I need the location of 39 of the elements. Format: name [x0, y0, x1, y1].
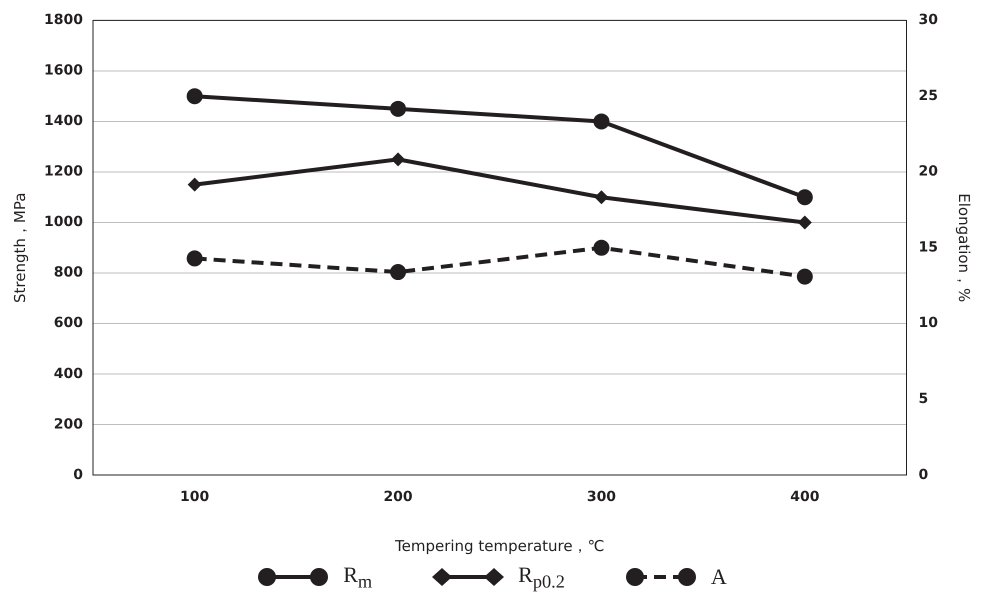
- y-tick-label: 600: [54, 315, 84, 332]
- point: [593, 113, 610, 130]
- legend-label: R$_{m}$: [343, 562, 372, 592]
- y-tick-label: 400: [54, 366, 84, 382]
- x-tick-label: 300: [586, 489, 616, 506]
- point: [186, 88, 203, 104]
- point: [798, 216, 812, 230]
- x-tick-label: 100: [180, 489, 210, 506]
- y-tick-label: 1800: [44, 12, 84, 28]
- y2-tick-label: 15: [918, 239, 938, 256]
- x-tick-label: 400: [790, 489, 820, 506]
- point: [594, 190, 608, 204]
- point: [188, 178, 202, 192]
- point: [796, 189, 813, 206]
- y2-tick-label: 5: [918, 391, 928, 408]
- point: [796, 268, 813, 285]
- y-tick-label: 1000: [44, 214, 84, 230]
- x-axis-title: Tempering temperature，℃: [394, 536, 604, 555]
- legend-label: A: [710, 564, 727, 590]
- y2-tick-label: 0: [918, 466, 929, 483]
- y-tick-label: 800: [54, 264, 84, 281]
- y-axis-title: Strength，MPa: [10, 192, 29, 303]
- y-tick-label: 1400: [44, 113, 84, 130]
- y2-tick-label: 20: [918, 164, 938, 180]
- y-tick-label: 0: [73, 466, 84, 483]
- x-tick-label: 200: [383, 489, 413, 506]
- legend-label: R$_{p0.2}$: [518, 562, 565, 592]
- point: [391, 152, 406, 166]
- y2-tick-label: 25: [918, 88, 938, 104]
- point: [593, 240, 610, 256]
- point: [390, 100, 406, 117]
- y2-tick-label: 30: [918, 12, 938, 28]
- y2-tick-label: 10: [918, 315, 938, 332]
- y-tick-label: 1200: [44, 164, 84, 180]
- y-tick-label: 1600: [44, 62, 84, 79]
- y-tick-label: 200: [54, 416, 84, 432]
- point: [390, 264, 406, 280]
- y2-axis-title: Elongation，%: [955, 193, 974, 302]
- point: [186, 250, 203, 266]
